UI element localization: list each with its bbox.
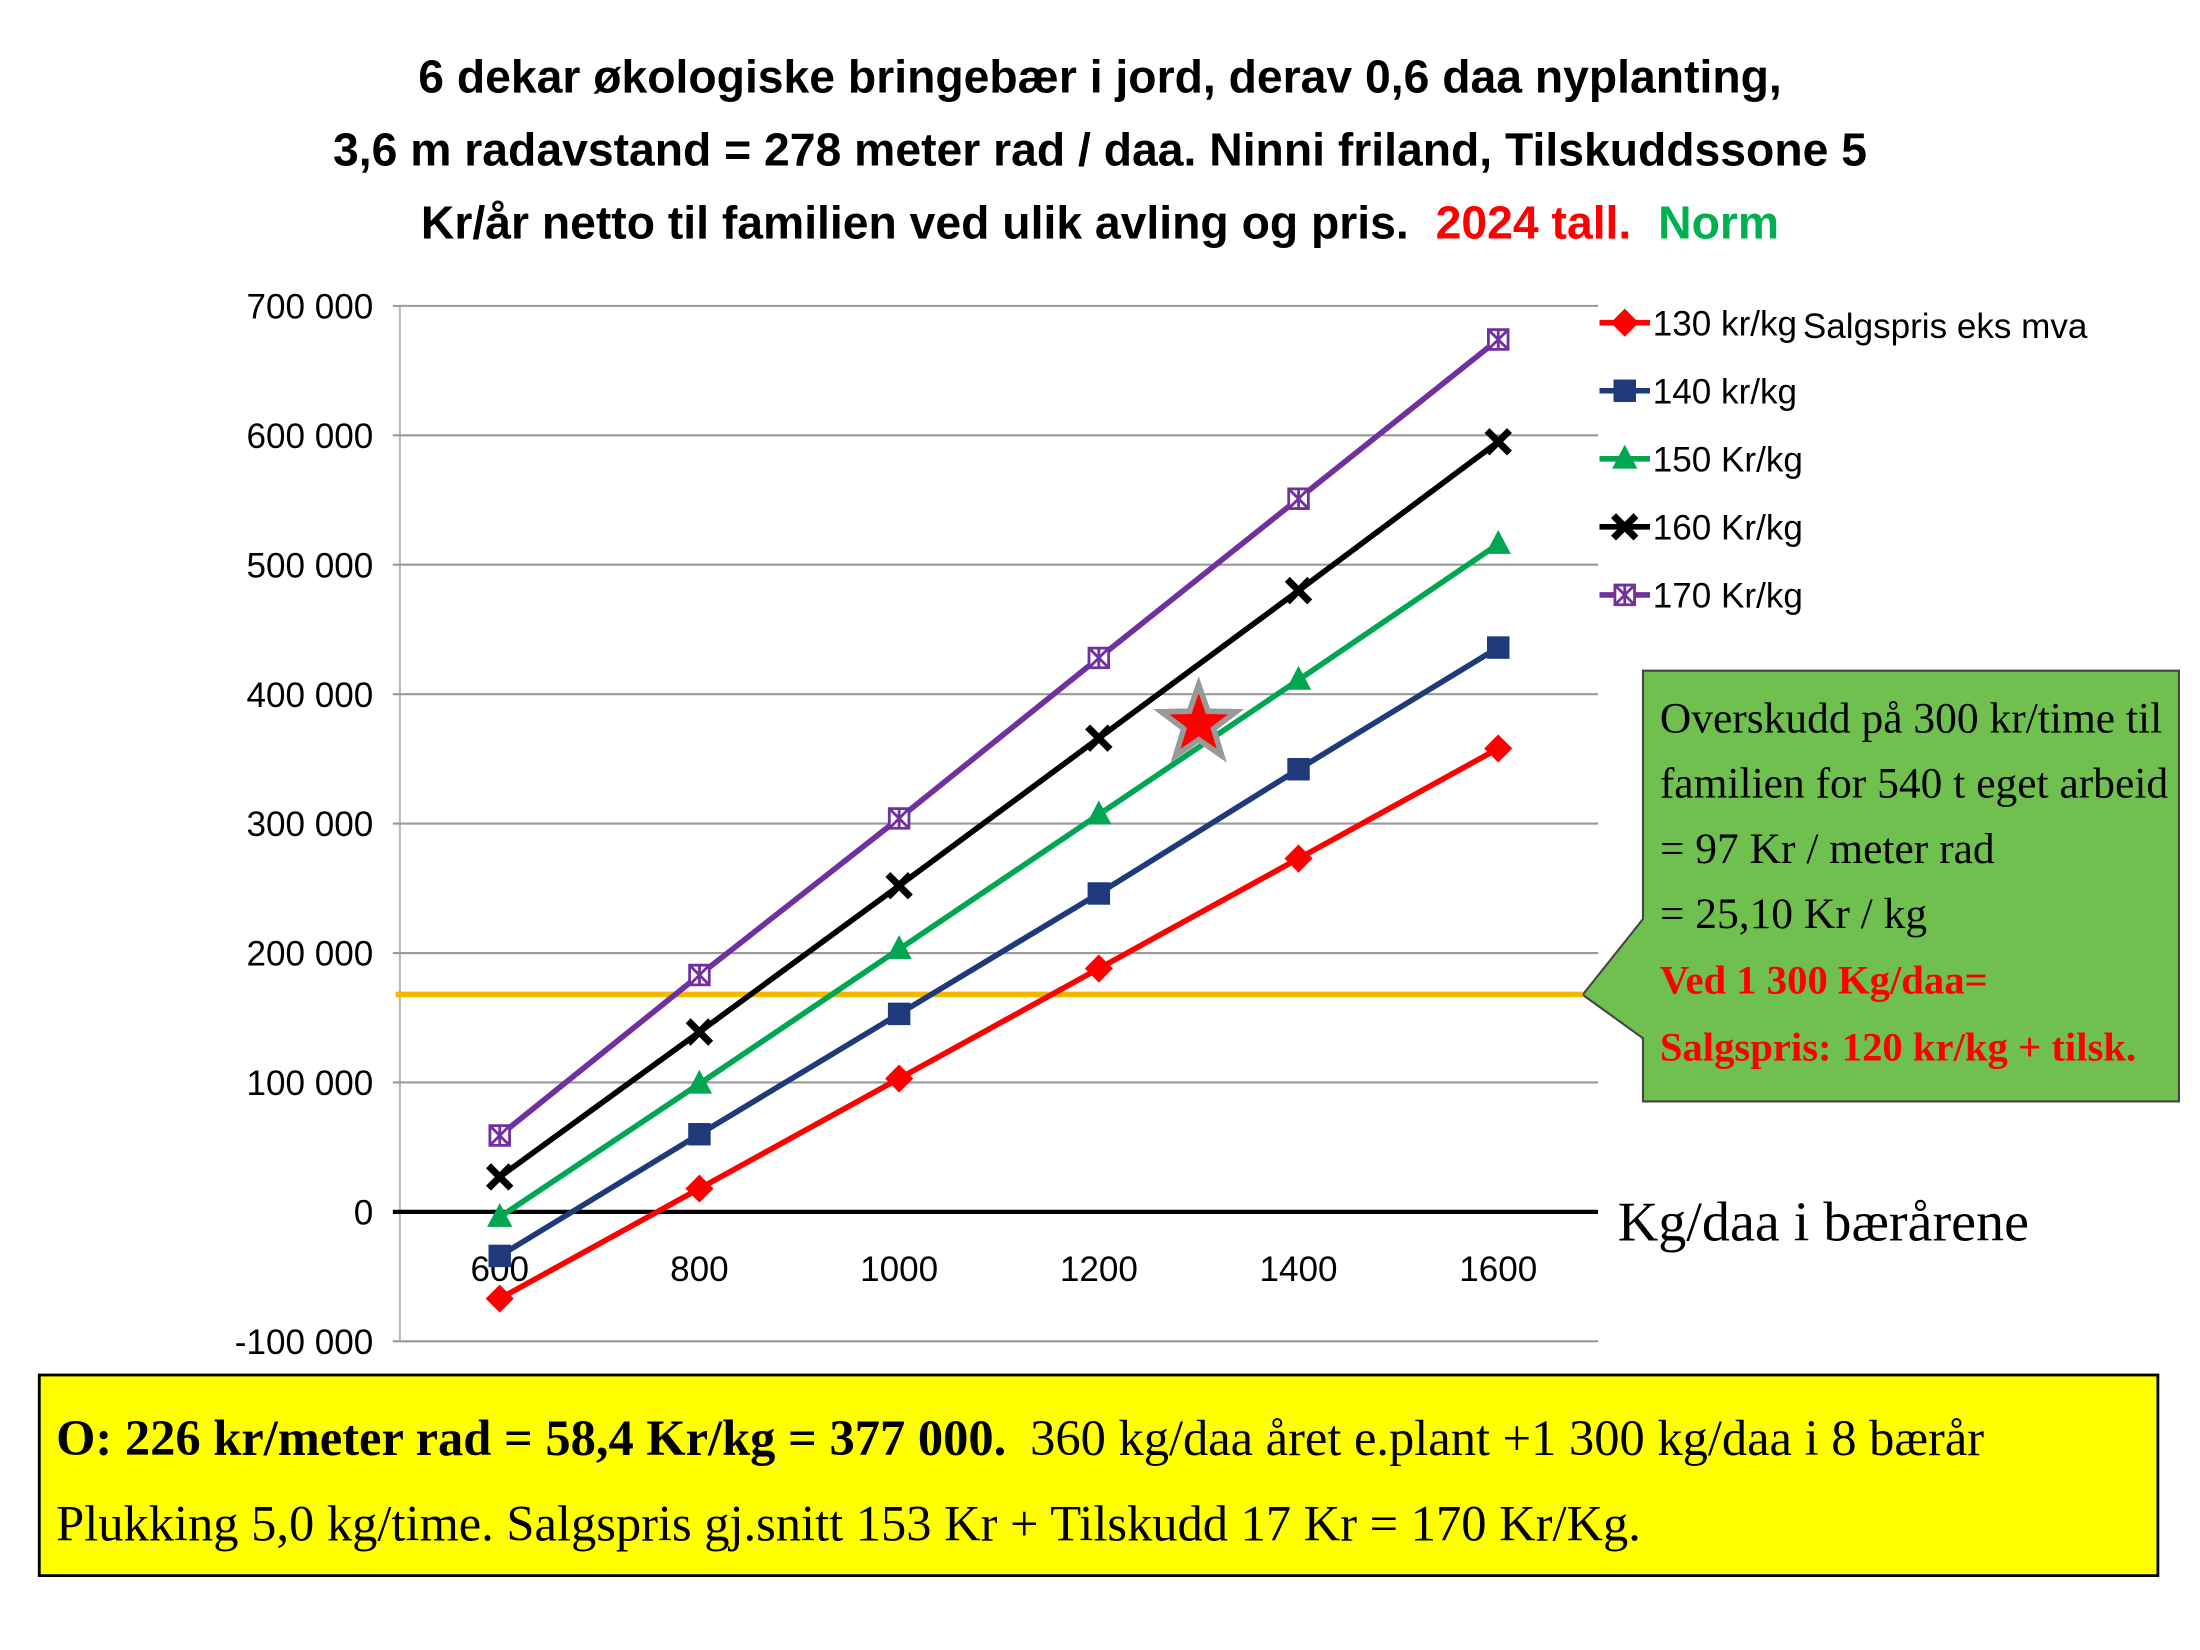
marker (688, 963, 711, 987)
marker (485, 1284, 514, 1313)
x-tick-label: 1000 (860, 1250, 938, 1289)
callout-line: Overskudd på 300 kr/time til (1660, 694, 2162, 742)
title-part: 2024 tall. (1436, 197, 1632, 249)
marker (887, 807, 911, 830)
y-tick-label: 500 000 (246, 546, 373, 585)
marker (887, 1002, 911, 1026)
legend-label: 150 Kr/kg (1653, 440, 1803, 479)
marker (685, 1174, 714, 1203)
marker (1487, 328, 1510, 351)
marker (685, 1018, 714, 1046)
marker (1287, 487, 1310, 510)
series-line (498, 541, 1500, 1220)
legend-label: 160 Kr/kg (1653, 508, 1803, 547)
legend-label: 140 kr/kg (1653, 372, 1797, 411)
title: 6 dekar økologiske bringebær i jord, der… (333, 51, 1867, 249)
callout-box (1581, 669, 2181, 1103)
marker (1087, 882, 1111, 905)
legend-marker (1610, 308, 1639, 337)
x-tick-label: 1600 (1459, 1250, 1537, 1289)
marker (1287, 758, 1310, 781)
series-line (498, 746, 1500, 1302)
summary-line: O: 226 kr/meter rad = 58,4 Kr/kg = 377 0… (56, 1410, 1984, 1466)
series-line (498, 439, 1500, 1180)
callout-line: familien for 540 t eget arbeid (1660, 760, 2169, 808)
marker (488, 1124, 511, 1147)
marker (886, 935, 912, 959)
legend-label: 170 Kr/kg (1653, 577, 1803, 616)
marker (1484, 428, 1512, 456)
marker (1086, 800, 1112, 825)
y-tick-label: 0 (354, 1194, 374, 1233)
marker (1085, 724, 1113, 752)
callout (1581, 669, 2181, 1103)
marker (1284, 576, 1313, 605)
summary-line: Plukking 5,0 kg/time. Salgspris gj.snitt… (56, 1496, 1641, 1552)
legend-marker (1611, 513, 1639, 541)
title-part: Kr/år netto til familien ved ulik avling… (421, 197, 1409, 249)
legend-label: 130 kr/kg (1653, 304, 1797, 343)
marker (1284, 844, 1313, 873)
marker (1487, 636, 1510, 659)
y-tick-label: 600 000 (246, 417, 373, 456)
summary-rest: 360 kg/daa året e.plant +1 300 kg/daa i … (1030, 1410, 1984, 1466)
summary-box (37, 1373, 2160, 1578)
legend-marker (1613, 379, 1636, 402)
x-axis-label: Kg/daa i bærårene (1618, 1191, 2029, 1253)
x-tick-label: 1400 (1260, 1250, 1338, 1289)
highlight-star (1153, 676, 1245, 763)
title-line: 3,6 m radavstand = 278 meter rad / daa. … (333, 124, 1867, 176)
marker (1285, 665, 1312, 690)
marker (486, 1163, 514, 1191)
y-tick-label: -100 000 (235, 1323, 373, 1362)
callout-line: = 25,10 Kr / kg (1660, 890, 1927, 938)
y-tick-label: 400 000 (246, 676, 373, 715)
y-tick-label: 300 000 (246, 805, 373, 844)
title-line: 6 dekar økologiske bringebær i jord, der… (418, 51, 1782, 103)
y-tick-label: 100 000 (246, 1064, 373, 1103)
callout-highlight: Salgspris: 120 kr/kg + tilsk. (1660, 1025, 2136, 1070)
title-line: Kr/år netto til familien ved ulik avling… (421, 197, 1779, 249)
marker (1485, 529, 1511, 554)
marker (686, 1069, 713, 1094)
legend-marker (1612, 444, 1638, 469)
title-part: Norm (1658, 197, 1779, 249)
x-tick-label: 800 (670, 1250, 729, 1289)
marker (885, 872, 913, 900)
summary-bold: O: 226 kr/meter rad = 58,4 Kr/kg = 377 0… (56, 1410, 1006, 1466)
marker (487, 1203, 513, 1227)
legend-title: Salgspris eks mva (1803, 307, 2088, 346)
marker (488, 1244, 511, 1268)
series-line (497, 337, 1500, 1138)
y-tick-label: 700 000 (246, 287, 373, 326)
callout-line: = 97 Kr / meter rad (1660, 825, 1995, 873)
x-tick-label: 1200 (1060, 1250, 1138, 1289)
legend-marker (1613, 583, 1636, 607)
callout-highlight: Ved 1 300 Kg/daa= (1660, 957, 1988, 1002)
marker (1087, 646, 1111, 670)
marker (1084, 954, 1113, 983)
marker (688, 1123, 711, 1146)
y-tick-label: 200 000 (246, 935, 373, 974)
marker (885, 1064, 914, 1093)
marker (1484, 734, 1513, 763)
series-line (498, 645, 1500, 1259)
